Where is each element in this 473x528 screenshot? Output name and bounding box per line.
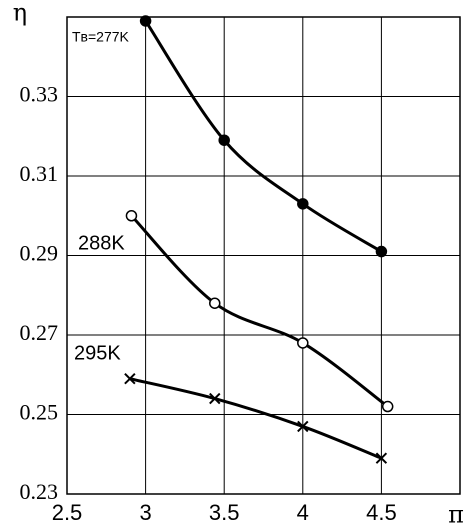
data-point — [139, 15, 152, 27]
y-tick-label: 0.31 — [20, 161, 59, 186]
data-point — [124, 373, 136, 385]
y-tick-label: 0.29 — [20, 241, 59, 266]
data-point — [381, 400, 394, 413]
data-point — [297, 198, 309, 210]
series-line — [144, 20, 383, 253]
data-point — [218, 134, 230, 146]
data-point — [125, 210, 138, 222]
series-label: 295K — [74, 342, 121, 364]
plot-frame — [66, 16, 461, 495]
x-tick-label: 4 — [297, 500, 309, 525]
y-tick-label: 0.25 — [20, 400, 59, 425]
data-point — [297, 420, 309, 433]
series-line — [130, 214, 389, 408]
y-axis-label: η — [13, 0, 27, 27]
x-tick-label: 3.5 — [209, 500, 240, 525]
x-tick-label: 3 — [139, 500, 151, 525]
x-axis-label: π — [448, 501, 464, 528]
series-label: Tв=277K — [72, 29, 130, 45]
series-label: 288K — [78, 232, 125, 254]
data-point — [209, 392, 221, 405]
y-tick-label: 0.33 — [20, 82, 59, 107]
y-tick-label: 0.27 — [20, 320, 59, 345]
data-point — [297, 337, 309, 349]
x-tick-label: 4.5 — [366, 500, 397, 525]
data-point — [375, 245, 388, 258]
y-tick-label: 0.23 — [20, 479, 59, 504]
x-tick-label: 2.5 — [52, 500, 83, 525]
series-line — [129, 377, 382, 460]
data-point — [375, 452, 388, 464]
data-point — [209, 297, 221, 309]
